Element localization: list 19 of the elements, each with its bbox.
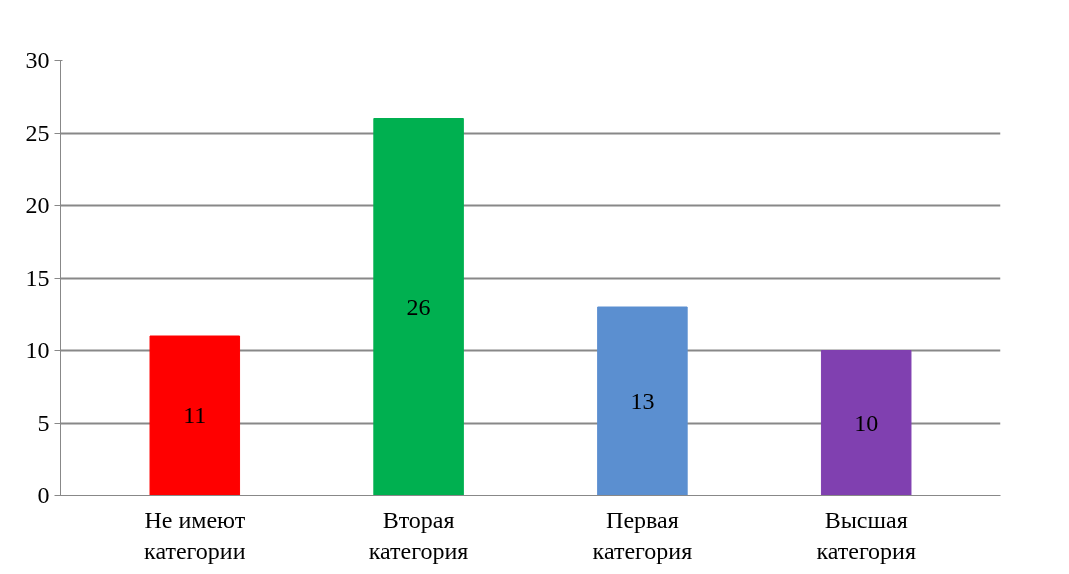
x-tick-label: Первая категория (592, 506, 693, 564)
y-tick-label: 25 (25, 119, 50, 146)
y-tick-label: 10 (25, 337, 50, 363)
y-tick-label: 0 (37, 482, 50, 508)
data-label: 10 (854, 409, 879, 436)
data-label: 11 (183, 402, 207, 429)
bar (373, 118, 464, 496)
bar (820, 350, 912, 496)
x-tick-label: Не имеют категории (144, 506, 246, 564)
x-tick-label: Вторая категория (368, 506, 469, 564)
y-tick-label: 20 (25, 192, 50, 218)
y-tick-label: 15 (25, 264, 50, 291)
y-tick-label: 30 (25, 47, 50, 73)
data-label: 26 (406, 293, 431, 320)
y-tick-label: 5 (37, 409, 50, 436)
bar (149, 335, 241, 496)
x-tick-label: Высшая категория (816, 506, 917, 564)
bar (597, 306, 688, 496)
data-label: 13 (630, 387, 655, 414)
